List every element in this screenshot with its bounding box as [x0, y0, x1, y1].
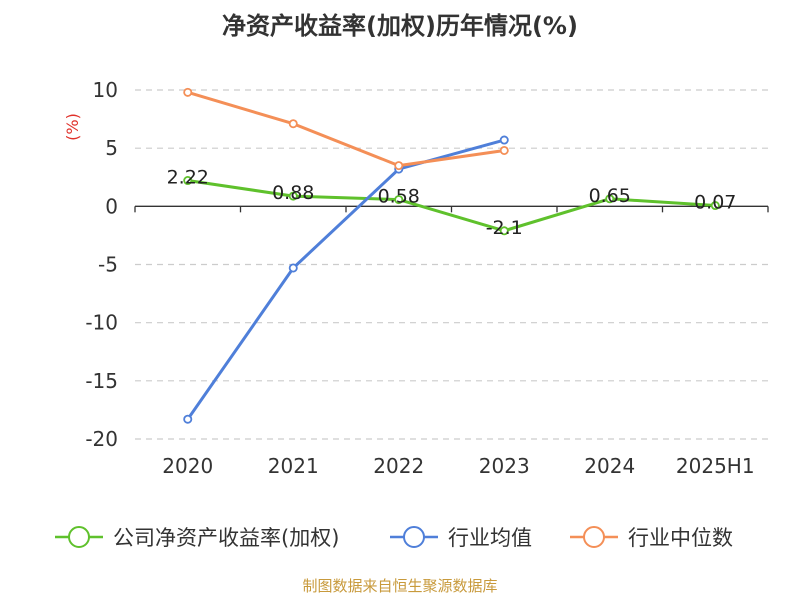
axes: 10 5 0 -5 -10 -15 -20 2020 2021 2022 2023 2024 2025H…	[85, 78, 769, 478]
legend-label: 公司净资产收益率(加权)	[113, 526, 339, 550]
legend-circle-marker	[583, 526, 605, 548]
x-tick-label: 2023	[479, 454, 530, 478]
legend-item[interactable]: 公司净资产收益率(加权)	[55, 526, 339, 550]
grid-lines	[135, 89, 768, 440]
data-point	[499, 145, 509, 155]
y-tick-label: -20	[85, 427, 118, 451]
data-point	[288, 191, 298, 201]
data-point	[499, 226, 509, 236]
x-tick-label: 2025H1	[676, 454, 755, 478]
data-label: 0.07	[694, 192, 736, 214]
series-lines	[183, 87, 720, 424]
legend[interactable]: 公司净资产收益率(加权) 行业均值 行业中位数	[55, 526, 733, 550]
data-label: 2.22	[167, 167, 209, 189]
legend-circle-marker	[68, 526, 90, 548]
data-point	[499, 135, 509, 145]
legend-circle-marker	[403, 526, 425, 548]
data-label: 0.88	[272, 182, 314, 204]
x-tick-label: 2021	[268, 454, 319, 478]
data-point	[183, 87, 193, 97]
y-tick-label: 5	[105, 136, 118, 160]
data-label: 0.65	[589, 185, 631, 207]
data-point	[288, 263, 298, 273]
data-label: 0.58	[378, 186, 420, 208]
y-tick-label: -15	[85, 369, 118, 393]
data-label: -2.1	[486, 217, 523, 239]
series-line	[187, 90, 505, 168]
data-point	[183, 414, 193, 424]
data-point	[394, 161, 404, 171]
y-tick-label: -10	[85, 311, 118, 335]
chart-title: 净资产收益率(加权)历年情况(%)	[222, 12, 578, 40]
data-point	[710, 201, 720, 211]
y-tick-label: 0	[105, 194, 118, 218]
x-tick-label: 2022	[373, 454, 424, 478]
data-point	[183, 176, 193, 186]
legend-label: 行业中位数	[628, 526, 733, 550]
data-point	[394, 195, 404, 205]
y-tick-label: -5	[98, 253, 118, 277]
y-axis-unit-label: (%)	[63, 113, 82, 141]
legend-item[interactable]: 行业均值	[390, 526, 532, 550]
data-point	[605, 194, 615, 204]
data-labels: 2.22 0.88 0.58 -2.1 0.65 0.07	[167, 167, 737, 239]
legend-item[interactable]: 行业中位数	[570, 526, 733, 550]
series-line	[187, 179, 716, 233]
data-point	[288, 119, 298, 129]
x-tick-label: 2020	[162, 454, 213, 478]
legend-label: 行业均值	[448, 526, 532, 550]
y-tick-label: 10	[93, 78, 118, 102]
x-tick-label: 2024	[584, 454, 635, 478]
series-line	[186, 138, 505, 421]
source-note: 制图数据来自恒生聚源数据库	[302, 577, 497, 595]
